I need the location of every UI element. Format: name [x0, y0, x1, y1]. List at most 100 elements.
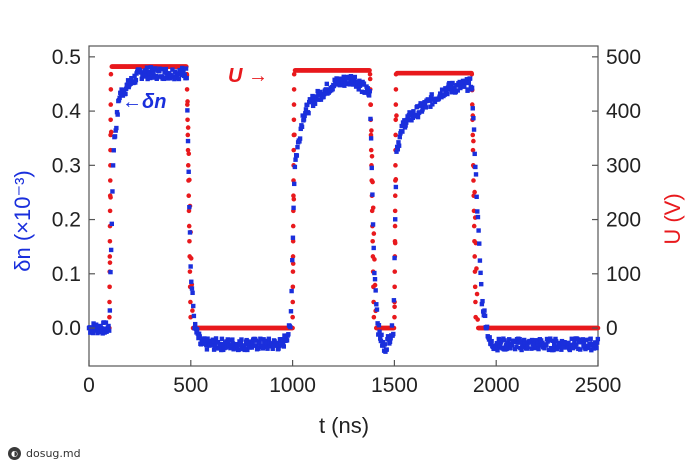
dn-point [506, 342, 511, 348]
right-tick-label: 0 [606, 317, 618, 340]
u-point [474, 291, 480, 297]
dn-point [581, 341, 587, 347]
dn-point [387, 339, 393, 344]
right-tick-label: 400 [606, 100, 641, 123]
dn-point [103, 320, 109, 325]
right-tick-label: 300 [606, 154, 641, 177]
dn-point [253, 338, 258, 343]
dn-point [522, 341, 528, 346]
dn-point [580, 339, 585, 344]
dn-point [299, 124, 305, 130]
dn-point [504, 346, 509, 352]
dn-point [274, 340, 279, 346]
watermark-text: dosug.md [26, 447, 81, 460]
dn-point [114, 125, 119, 131]
dn-point [230, 337, 235, 342]
dn-point [192, 321, 198, 327]
dn-point [471, 115, 476, 121]
dn-point [114, 109, 120, 115]
u-point [367, 76, 373, 82]
u-point [290, 314, 295, 320]
dn-point [351, 77, 357, 82]
u-point [186, 151, 192, 157]
dn-point [219, 336, 225, 342]
dn-point [106, 323, 111, 329]
dn-point [106, 328, 112, 333]
dn-point [305, 102, 310, 108]
dn-point [369, 165, 374, 171]
dn-point [277, 343, 282, 348]
dn-point [395, 147, 401, 152]
dn-point [330, 87, 335, 92]
watermark: ◐ dosug.md [6, 446, 85, 461]
dn-point [555, 344, 561, 350]
dn-point [479, 281, 484, 287]
dn-point [594, 345, 599, 351]
dn-point [184, 75, 189, 81]
dn-point [226, 340, 231, 346]
dn-point [341, 74, 346, 80]
dn-point [104, 329, 109, 334]
dn-point [276, 346, 281, 351]
dn-point [376, 323, 382, 328]
dn-point [496, 336, 502, 342]
dn-point [544, 342, 549, 347]
u-point [291, 147, 297, 153]
plot-frame [88, 45, 599, 367]
dn-point [578, 347, 583, 352]
dn-point [538, 338, 544, 343]
dn-point [258, 336, 263, 341]
dn-point [143, 68, 148, 73]
dn-point [245, 341, 251, 347]
dn-point [508, 345, 513, 351]
annotation-u: U → [228, 65, 268, 87]
u-point [371, 284, 376, 290]
u-point [185, 163, 191, 168]
dn-point [557, 342, 563, 347]
dn-point [198, 342, 204, 347]
left-tick-label: 0.3 [52, 154, 81, 177]
dn-point [257, 341, 262, 346]
dn-point [151, 71, 156, 76]
left-tick-label: 0.2 [52, 209, 81, 232]
dn-point [553, 339, 559, 344]
u-point [473, 314, 478, 320]
u-point [368, 132, 374, 138]
dn-point [371, 245, 376, 251]
dn-point [155, 75, 160, 80]
dn-point [149, 66, 155, 71]
u-point [188, 299, 193, 305]
dn-point [357, 83, 363, 88]
dn-point [409, 118, 414, 123]
dn-point [409, 111, 415, 117]
dn-point [445, 91, 450, 97]
dn-point [558, 344, 563, 350]
dn-point [256, 346, 261, 351]
ticks-layer: 0.0 0.1 0.2 0.3 0.4 0.5 0 100 200 300 400 500 0 500 10… [52, 46, 641, 397]
dn-point [286, 332, 291, 337]
dn-point [93, 328, 98, 333]
dn-point [116, 98, 122, 103]
dn-point [353, 84, 359, 89]
dn-point [189, 279, 194, 284]
dn-point [384, 347, 389, 352]
dn-point [266, 336, 272, 341]
dn-point [90, 330, 96, 336]
dn-point [110, 163, 116, 168]
dn-point [542, 346, 547, 351]
dn-point [442, 92, 447, 97]
u-point [393, 178, 398, 183]
u-point [108, 71, 114, 77]
u-point [186, 208, 192, 214]
dn-point [452, 85, 457, 90]
dn-point [202, 340, 208, 345]
dn-point [108, 269, 113, 275]
dn-point [312, 101, 318, 106]
dn-point [239, 337, 244, 342]
u-point [107, 238, 113, 244]
dn-point [427, 98, 432, 103]
u-point [186, 178, 191, 183]
dn-point [356, 87, 361, 92]
dn-point [378, 336, 383, 341]
u-point [185, 102, 190, 107]
